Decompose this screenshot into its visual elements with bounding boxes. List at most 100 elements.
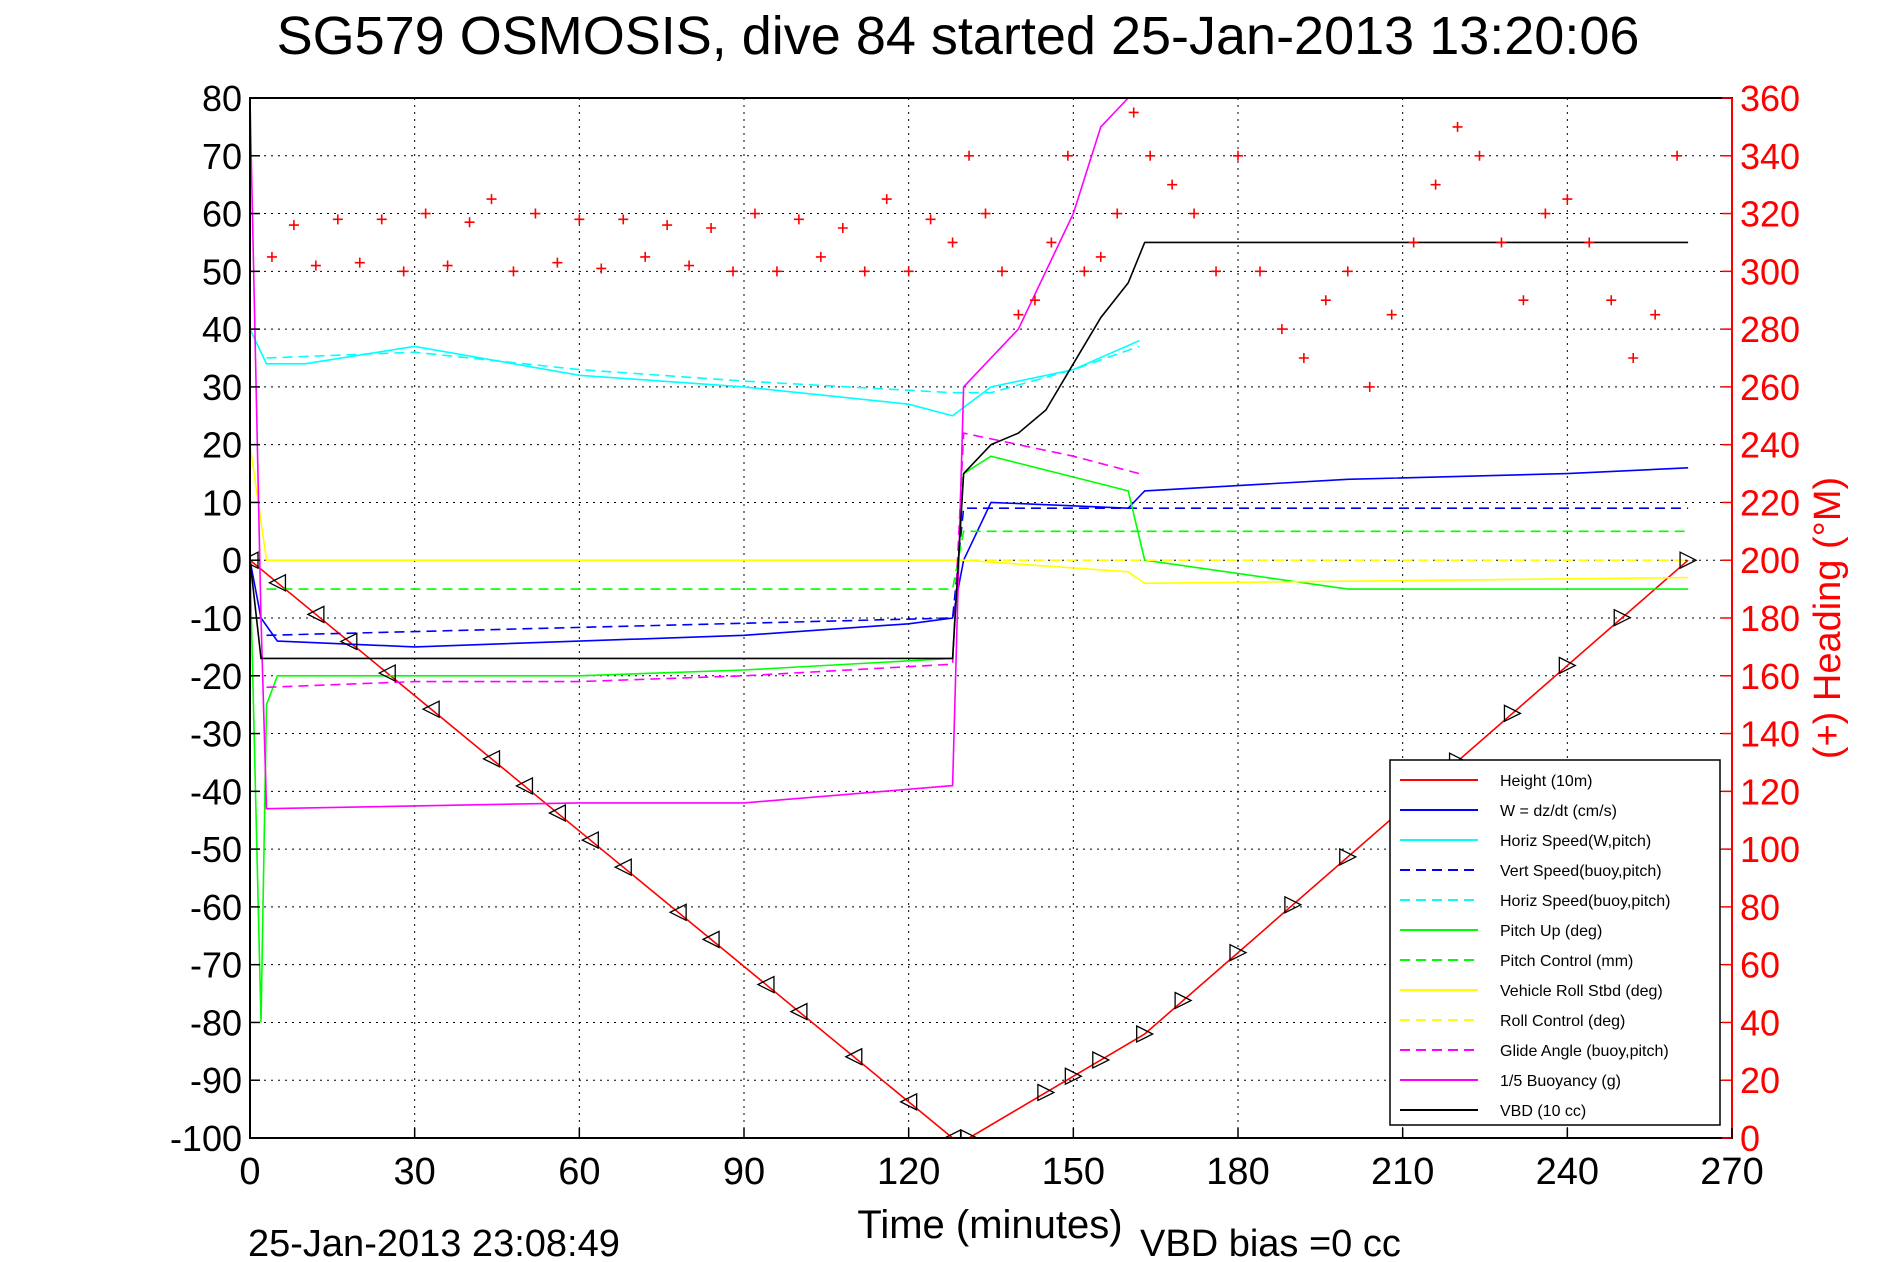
right-axis-ticks: 3603403203002802602402202001801601401201… [1722,78,1800,1159]
heading-point [1276,324,1287,335]
heading-point [310,260,321,271]
heading-point [1029,295,1040,306]
heading-point [1079,266,1090,277]
right-tick-label: 180 [1740,598,1800,639]
legend-label: VBD (10 cc) [1500,1103,1586,1120]
heading-point [1211,266,1222,277]
height-marker [789,1002,808,1021]
heading-point [964,150,975,161]
heading-point [464,217,475,228]
heading-point [1320,295,1331,306]
left-tick-label: -60 [190,887,242,928]
heading-point [1364,381,1375,392]
height-marker [514,776,534,795]
right-tick-label: 320 [1740,194,1800,235]
right-tick-label: 40 [1740,1002,1780,1043]
heading-point [486,194,497,205]
series-pitch-up-deg [250,455,1689,1023]
x-tick-label: 60 [558,1151,600,1193]
height-marker [580,831,599,850]
x-tick-label: 120 [877,1151,940,1193]
height-marker [421,700,440,719]
heading-point [1254,266,1265,277]
right-tick-label: 200 [1740,540,1800,581]
left-tick-label: 80 [202,78,242,119]
series-glide-angle-buoy-pitch [266,432,1140,689]
right-tick-label: 80 [1740,887,1780,928]
legend-label: Horiz Speed(buoy,pitch) [1500,893,1670,910]
heading-point [859,266,870,277]
left-tick-label: 20 [202,425,242,466]
height-marker [267,573,287,592]
heading-point [552,257,563,268]
heading-point [881,194,892,205]
heading-markers [250,107,1683,392]
series-horiz-speed-w-pitch [250,328,1140,417]
x-tick-label: 30 [394,1151,436,1193]
legend-box [1389,759,1721,1126]
right-tick-label: 60 [1740,945,1780,986]
left-tick-label: -40 [190,771,242,812]
series-vbd-10-cc [250,241,1689,660]
legend-label: Pitch Control (mm) [1500,953,1633,970]
heading-point [266,251,277,262]
heading-point [1013,309,1024,320]
left-tick-label: -80 [190,1002,242,1043]
series-horiz-speed-buoy-pitch [266,345,1140,394]
left-tick-label: 0 [222,540,242,581]
heading-point [1128,107,1139,118]
heading-point [1518,295,1529,306]
heading-point [815,251,826,262]
heading-point [1430,179,1441,190]
height-marker [1613,608,1632,627]
heading-point [1167,179,1178,190]
left-axis-ticks: 80 70 60 50 40 30 20 10 0 -10 -20 -30 -40 -50 -60 -70 -8… [170,78,260,1159]
legend-label: Roll Control (deg) [1500,1013,1625,1030]
right-tick-label: 260 [1740,367,1800,408]
heading-point [1189,208,1200,219]
heading-point [1672,150,1683,161]
heading-point [1342,266,1353,277]
height-marker [701,930,720,949]
height-marker [482,749,501,768]
height-marker [899,1092,918,1111]
heading-point [1095,251,1106,262]
right-tick-label: 280 [1740,309,1800,350]
height-marker [960,1128,979,1138]
heading-point [1233,150,1243,161]
right-tick-label: 20 [1740,1060,1780,1101]
series-w-dz-dt-cm-s [250,467,1689,648]
heading-point [1062,150,1073,161]
height-triangle-markers [250,551,1698,1138]
heading-point [376,214,387,225]
legend-label: Horiz Speed(W,pitch) [1500,833,1651,850]
series-height-10m [250,559,1689,1138]
left-tick-label: 40 [202,309,242,350]
left-tick-label: 50 [202,251,242,292]
heading-point [508,266,519,277]
right-tick-label: 0 [1740,1118,1760,1159]
x-tick-label: 270 [1700,1151,1763,1193]
heading-point [420,208,431,219]
heading-point [662,220,673,231]
heading-point [980,208,991,219]
x-tick-label: 210 [1371,1151,1434,1193]
heading-point [398,266,409,277]
height-marker [943,1128,962,1138]
x-tick-label: 90 [723,1151,765,1193]
chart-title: SG579 OSMOSIS, dive 84 started 25-Jan-20… [277,6,1640,66]
right-tick-label: 220 [1740,482,1800,523]
heading-point [530,208,541,219]
heading-point [618,214,629,225]
x-tick-label: 150 [1042,1151,1105,1193]
footer-timestamp: 25-Jan-2013 23:08:49 [248,1223,620,1262]
x-axis-label: Time (minutes) [857,1203,1122,1247]
heading-point [1628,353,1639,363]
height-marker [1064,1067,1083,1086]
heading-point [1562,194,1573,205]
x-axis-ticks: 0 30 60 90 120 150 180 210 240 270 [239,1128,1764,1193]
heading-point [749,208,760,219]
height-marker [613,858,632,877]
heading-point [793,214,804,225]
heading-point [596,263,607,274]
